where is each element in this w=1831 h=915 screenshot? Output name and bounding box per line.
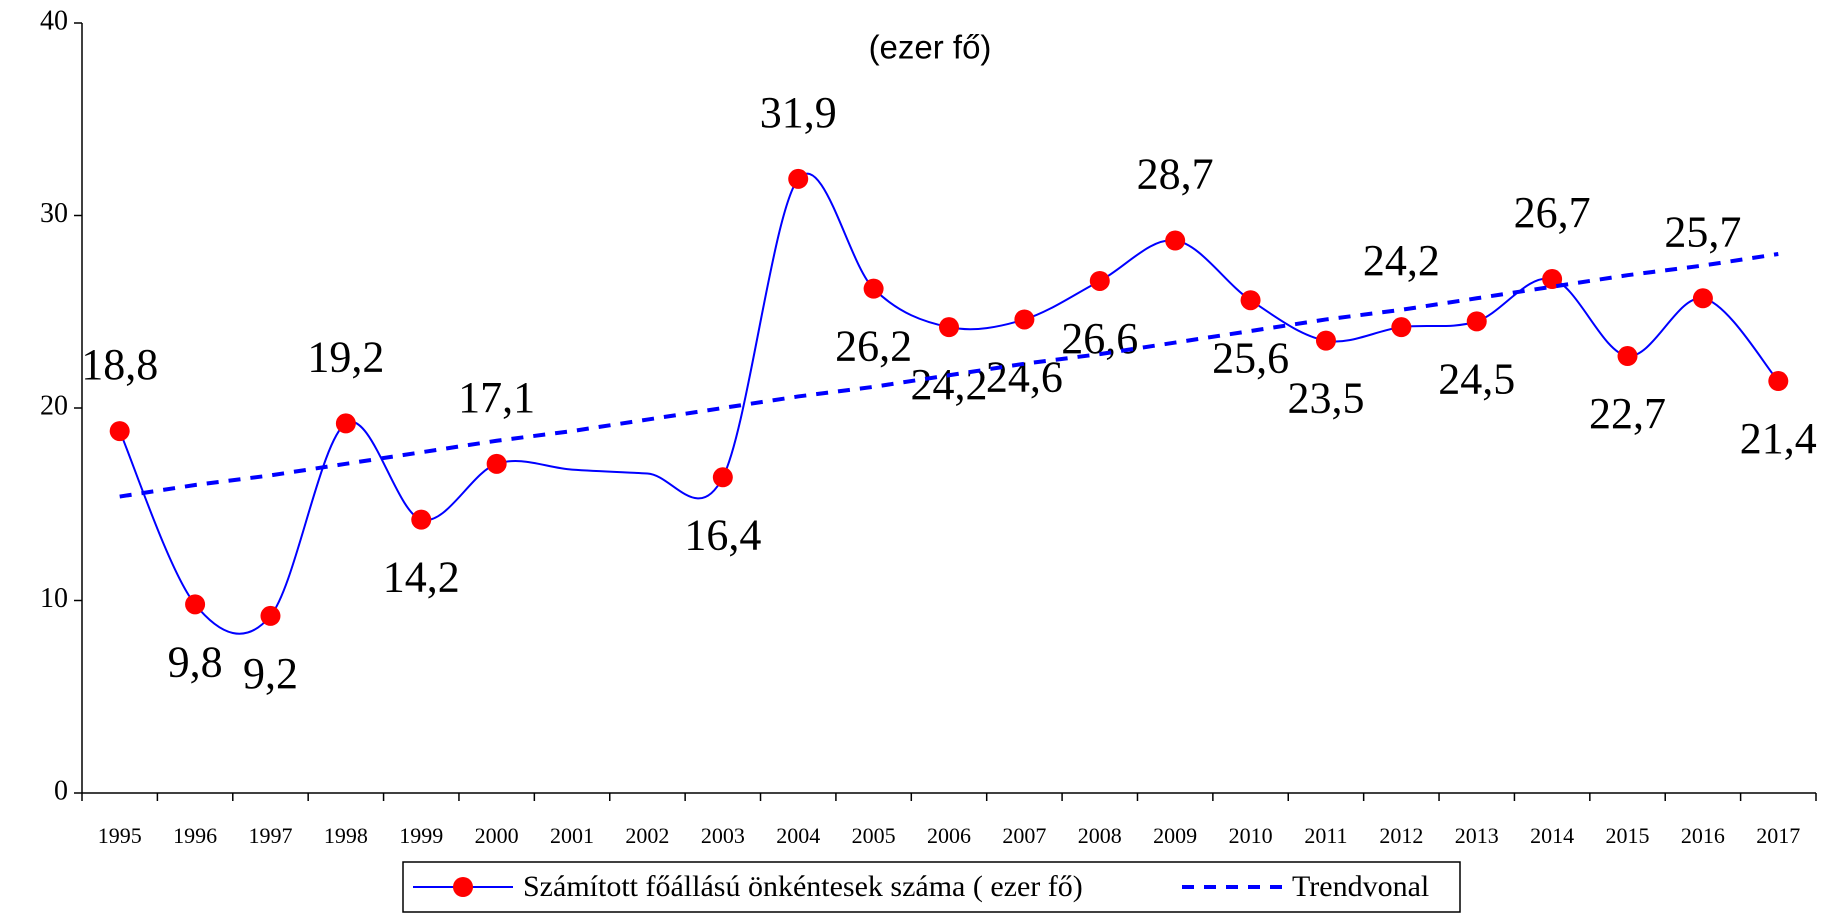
x-tick-label: 2004 (776, 823, 820, 848)
data-label: 19,2 (307, 332, 384, 381)
x-tick-label: 2003 (701, 823, 745, 848)
data-label: 22,7 (1589, 389, 1666, 438)
data-label: 25,7 (1664, 207, 1741, 256)
marker (1391, 317, 1412, 338)
data-label: 9,8 (168, 637, 223, 686)
y-tick-label: 0 (54, 775, 68, 806)
marker (788, 168, 809, 189)
x-tick-label: 2013 (1455, 823, 1499, 848)
data-label: 24,2 (1363, 236, 1440, 285)
data-label: 26,7 (1514, 188, 1591, 237)
y-tick-label: 20 (40, 390, 68, 421)
data-label: 31,9 (760, 88, 837, 137)
x-tick-label: 2011 (1304, 823, 1347, 848)
x-tick-label: 2017 (1756, 823, 1800, 848)
marker (335, 413, 356, 434)
data-label: 9,2 (243, 649, 298, 698)
marker (1165, 230, 1186, 251)
marker (1240, 290, 1261, 311)
data-label: 24,2 (911, 360, 988, 409)
marker (1692, 288, 1713, 309)
y-tick-label: 30 (40, 198, 68, 229)
data-label: 24,5 (1438, 354, 1515, 403)
x-tick-label: 1999 (399, 823, 443, 848)
marker (1466, 311, 1487, 332)
marker (1014, 309, 1035, 330)
marker (1617, 346, 1638, 367)
x-tick-label: 1997 (248, 823, 292, 848)
y-tick-label: 40 (40, 5, 68, 36)
x-tick-label: 1995 (98, 823, 142, 848)
marker (1315, 330, 1336, 351)
x-tick-label: 2008 (1078, 823, 1122, 848)
x-tick-label: 2010 (1229, 823, 1273, 848)
marker (185, 594, 206, 615)
data-label: 21,4 (1740, 414, 1817, 463)
legend-label: Számított főállású önkéntesek száma ( ez… (523, 870, 1083, 903)
data-label: 23,5 (1287, 374, 1364, 423)
data-label: 24,6 (986, 353, 1063, 402)
x-tick-label: 2009 (1153, 823, 1197, 848)
marker (109, 421, 130, 442)
data-label: 14,2 (383, 553, 460, 602)
trend-line (119, 252, 1779, 499)
x-tick-label: 1998 (324, 823, 368, 848)
data-label: 28,7 (1137, 150, 1214, 199)
x-tick-label: 2001 (550, 823, 594, 848)
x-tick-label: 2000 (475, 823, 519, 848)
data-label: 17,1 (458, 373, 535, 422)
legend-box (402, 861, 1461, 913)
marker (1768, 371, 1789, 392)
x-tick-label: 2015 (1606, 823, 1650, 848)
marker (260, 605, 281, 626)
data-label: 26,2 (835, 322, 912, 371)
marker (1089, 270, 1110, 291)
marker (411, 509, 432, 530)
legend-marker (453, 877, 473, 897)
y-tick-label: 10 (40, 583, 68, 614)
x-tick-label: 2012 (1379, 823, 1423, 848)
x-tick-label: 2007 (1002, 823, 1046, 848)
legend-label: Trendvonal (1292, 870, 1429, 903)
marker (939, 317, 959, 338)
chart-subtitle: (ezer fő) (869, 29, 992, 66)
data-label: 18,8 (81, 340, 158, 389)
marker (863, 278, 884, 299)
x-tick-label: 2014 (1530, 823, 1574, 848)
data-label: 25,6 (1212, 333, 1289, 382)
x-tick-label: 2016 (1681, 823, 1725, 848)
x-tick-label: 2006 (927, 823, 971, 848)
marker (712, 467, 733, 488)
data-label: 16,4 (684, 510, 761, 559)
marker (486, 453, 507, 474)
x-tick-label: 2002 (625, 823, 669, 848)
x-tick-label: 2005 (852, 823, 896, 848)
x-tick-label: 1996 (173, 823, 217, 848)
